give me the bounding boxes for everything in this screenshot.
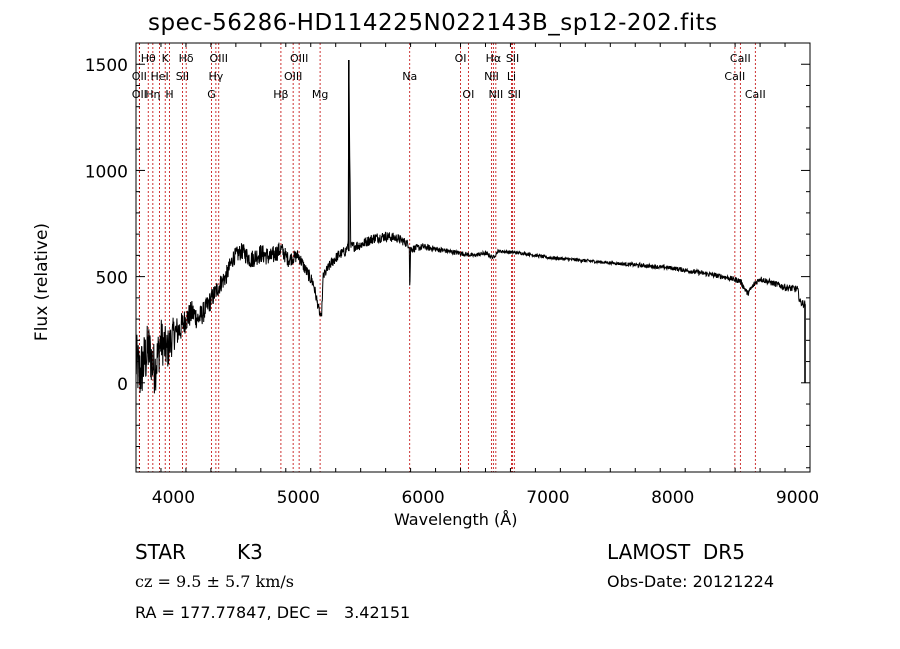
- spectral-line-label: CaII: [730, 52, 751, 65]
- plot-frame: [135, 42, 811, 473]
- x-tick-label: 6000: [401, 488, 444, 508]
- spectral-line-label: Hδ: [179, 52, 194, 65]
- x-tick-label: 5000: [277, 488, 320, 508]
- spectral-line-label: K: [162, 52, 170, 65]
- object-subclass: K3: [237, 540, 263, 564]
- survey-label: LAMOST DR5: [607, 540, 745, 564]
- chart-title: spec-56286-HD114225N022143B_sp12-202.fit…: [148, 10, 718, 36]
- y-tick-label: 0: [117, 375, 128, 395]
- spectral-line-label: OIII: [284, 70, 302, 83]
- spectral-line-label: Hβ: [273, 88, 288, 101]
- spectral-line-label: NII: [488, 88, 503, 101]
- y-tick-label: 1000: [85, 162, 128, 182]
- spectral-line-label: SII: [506, 52, 519, 65]
- spectrum-line: [135, 59, 806, 394]
- x-axis-label: Wavelength (Å): [394, 510, 518, 529]
- spectral-line-label: SII: [508, 88, 521, 101]
- spectral-line-label: OI: [455, 52, 467, 65]
- x-tick-label: 7000: [526, 488, 569, 508]
- spectral-line-label: OIII: [210, 52, 228, 65]
- spectral-line-label: Hθ: [141, 52, 156, 65]
- x-tick-label: 9000: [776, 488, 819, 508]
- spectral-line-label: OIII: [290, 52, 308, 65]
- spectral-line-label: Na: [402, 70, 417, 83]
- spectral-line-label: HeI: [150, 70, 168, 83]
- y-tick-label: 1500: [85, 56, 128, 76]
- spectral-line-label: Mg: [312, 88, 328, 101]
- y-tick-label: 500: [96, 269, 128, 289]
- object-class: STAR: [135, 540, 186, 564]
- spectral-line-label: H: [165, 88, 173, 101]
- spectral-line-label: NII: [484, 70, 499, 83]
- spectral-line-label: Hη: [145, 88, 160, 101]
- spectral-line-label: OII: [132, 88, 147, 101]
- spectral-line-label: G: [207, 88, 216, 101]
- spectral-line-label: Hγ: [208, 70, 223, 83]
- x-tick-label: 4000: [152, 488, 195, 508]
- spectral-line-label: CaII: [745, 88, 766, 101]
- obs-date: Obs-Date: 20121224: [607, 572, 775, 591]
- spectral-line-label: CaII: [724, 70, 745, 83]
- spectral-line-label: OI: [462, 88, 474, 101]
- spectral-line-label: OII: [132, 70, 147, 83]
- spectral-line-label: Hα: [486, 52, 502, 65]
- x-tick-label: 8000: [651, 488, 694, 508]
- y-axis-label: Flux (relative): [32, 222, 52, 342]
- coordinates-text: RA = 177.77847, DEC = 3.42151: [135, 603, 411, 622]
- spectral-line-label: Li: [507, 70, 516, 83]
- redshift-text: cz = 9.5 ± 5.7 km/s: [135, 572, 294, 591]
- spectral-line-label: SII: [176, 70, 189, 83]
